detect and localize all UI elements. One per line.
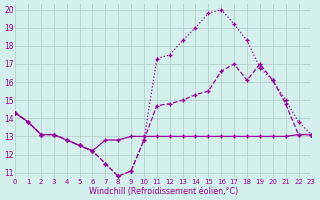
- X-axis label: Windchill (Refroidissement éolien,°C): Windchill (Refroidissement éolien,°C): [89, 187, 238, 196]
